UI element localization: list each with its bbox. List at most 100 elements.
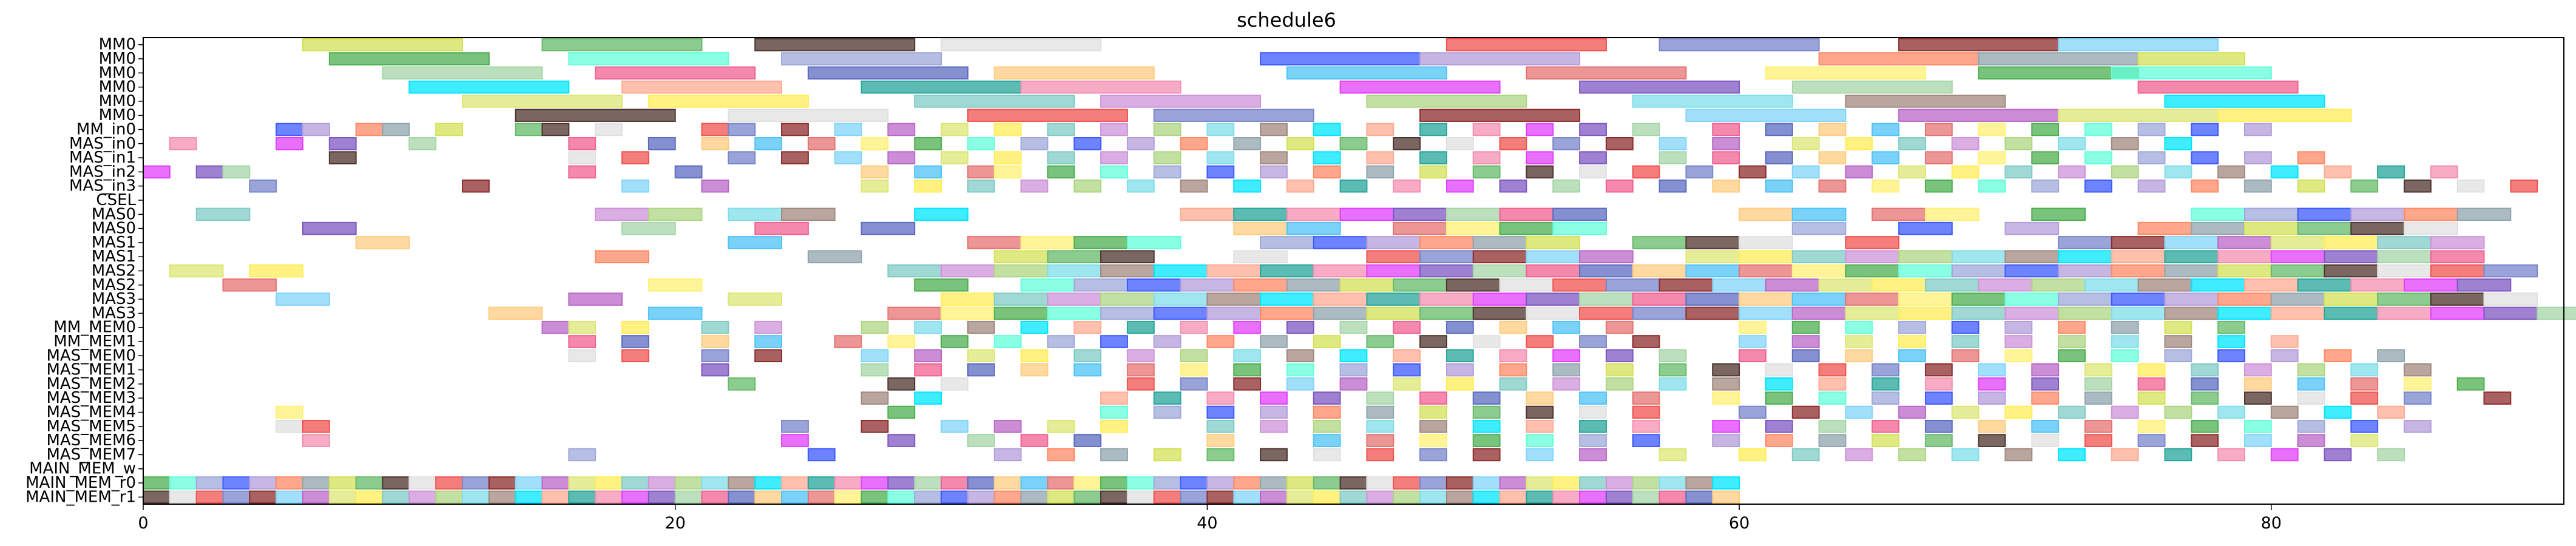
task-bar [860,80,1022,94]
task-bar [2111,335,2139,348]
task-bar [1526,448,1554,462]
task-bar [276,405,304,419]
task-bar [1100,335,1128,348]
task-bar [1260,476,1288,490]
task-bar [967,320,995,334]
task-bar [1871,363,1900,377]
task-bar [568,292,623,306]
task-bar [1924,434,1953,447]
task-bar [1818,52,1979,66]
task-bar [993,250,1049,263]
task-bar [2430,264,2485,278]
task-bar [249,179,277,193]
task-bar [568,490,597,504]
y-tick-label: MAS2 [92,262,136,280]
task-bar [1366,476,1394,490]
task-bar [1845,292,1900,306]
task-bar [1605,136,1634,150]
task-bar [2164,448,2192,462]
task-bar [1791,80,1953,94]
task-bar [1153,391,1182,405]
task-bar [143,490,171,504]
task-bar [1632,420,1660,433]
task-bar [860,179,889,193]
task-bar [1445,207,1501,221]
task-bar [2430,250,2485,263]
task-bar [2058,264,2112,278]
task-bar [1712,136,1740,150]
task-bar [2191,221,2245,235]
task-bar [1073,476,1102,490]
task-bar [807,136,836,150]
task-bar [595,490,623,504]
task-bar [1845,405,1873,419]
task-bar [1924,179,1953,193]
task-bar [1818,123,1847,136]
task-bar [2377,165,2405,179]
task-bar [1047,420,1075,433]
task-bar [1233,320,1262,334]
task-bar [1472,151,1501,164]
task-bar [1366,151,1394,164]
task-bar [1419,250,1474,263]
task-bar [1419,335,1447,348]
task-bar [1020,476,1049,490]
task-bar [2137,391,2166,405]
task-bar [2430,292,2485,306]
task-bar [2270,250,2325,263]
task-bar [2324,405,2352,419]
task-bar [1126,278,1182,292]
task-bar [1393,377,1421,391]
task-bar [328,490,357,504]
task-bar [1313,420,1341,433]
task-bar [2058,236,2112,249]
task-bar [1898,165,1926,179]
task-bar [1898,264,1953,278]
task-bar [2164,335,2192,348]
task-bar [2297,207,2352,221]
task-bar [1419,236,1474,249]
task-bar [1260,292,1314,306]
task-bar [1818,278,1873,292]
task-bar [1366,250,1421,263]
task-bar [807,250,862,263]
task-bar [1951,292,2006,306]
task-bar [1658,136,1687,150]
task-bar [515,123,543,136]
task-bar [1047,250,1102,263]
task-bar [2111,448,2139,462]
task-bar [276,490,304,504]
task-bar [1552,490,1581,504]
task-bar [860,221,916,235]
task-bar [1286,476,1314,490]
task-bar [2377,236,2432,249]
task-bar [1552,377,1581,391]
task-bar [1313,405,1341,419]
task-bar [1818,434,1847,447]
task-bar [701,476,729,490]
task-bar [1260,490,1288,504]
task-bar [2456,377,2485,391]
task-bar [328,151,357,164]
task-bar [647,476,676,490]
task-bar [1393,490,1421,504]
task-bar [621,349,649,363]
task-bar [1206,420,1235,433]
task-bar [993,165,1022,179]
y-tick-label: MM0 [99,64,136,82]
y-tick-label: MM0 [99,78,136,96]
task-bar [754,221,809,235]
task-bar [1499,278,1554,292]
task-bar [1579,434,1607,447]
task-bar [568,448,597,462]
task-bar [1791,349,1820,363]
task-bar [1472,405,1501,419]
task-bar [2137,179,2166,193]
task-bar [1047,476,1075,490]
task-bar [1712,420,1740,433]
task-bar [1206,123,1235,136]
task-bar [781,490,809,504]
task-bar [1366,420,1394,433]
task-bar [1765,151,1793,164]
task-bar [2456,278,2512,292]
